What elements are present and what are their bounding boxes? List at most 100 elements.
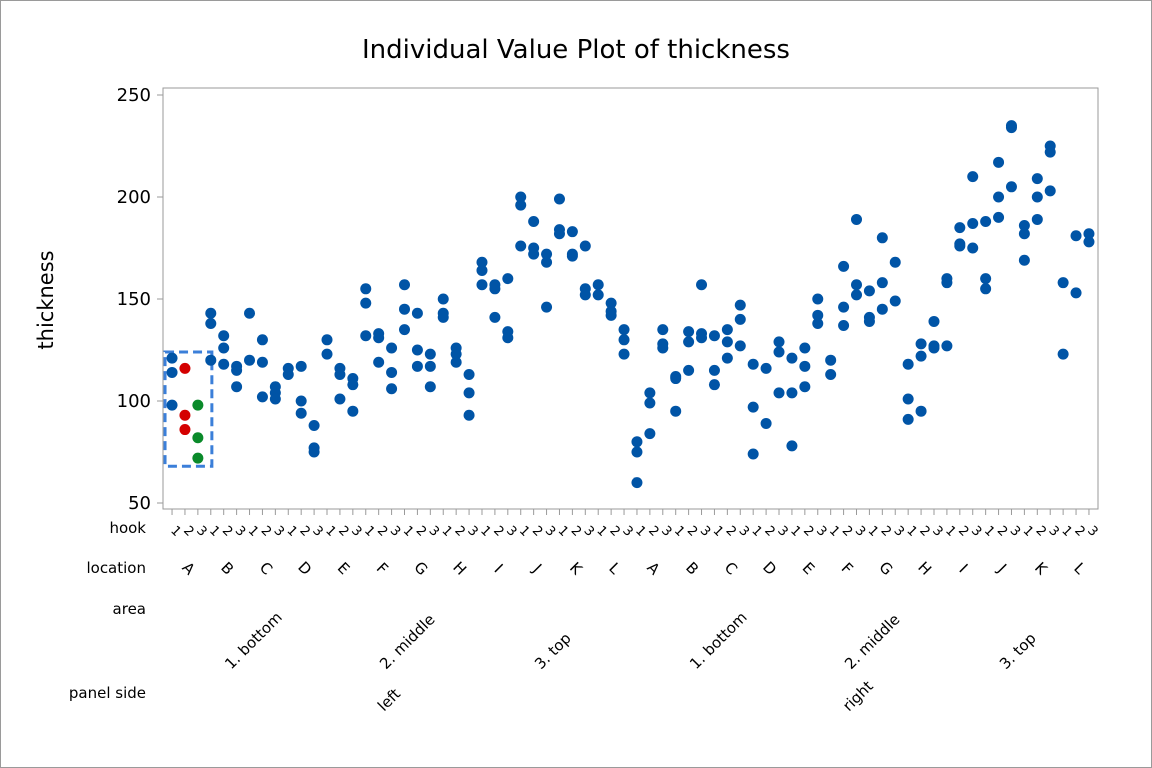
data-point [683,326,695,338]
location-tick-label: L [1070,559,1089,578]
data-point [579,289,591,301]
data-point [1018,220,1030,232]
data-point [515,199,527,211]
data-point [192,432,204,444]
data-point [463,368,475,380]
location-tick-label: B [217,558,237,578]
data-point [476,256,488,268]
data-point [205,354,217,366]
area-tick-label: 1. bottom [686,608,751,673]
data-point [812,317,824,329]
data-point [773,346,785,358]
data-point [256,356,268,368]
data-point [321,348,333,360]
data-point [347,379,359,391]
data-point [670,373,682,385]
data-point [411,360,423,372]
data-point [360,283,372,295]
row-label-hook: hook [109,519,146,537]
location-tick-label: E [334,559,353,578]
plot-area [162,87,1099,510]
highlight-box-outline [163,350,214,468]
data-point [1083,236,1095,248]
data-point [734,299,746,311]
data-point [644,428,656,440]
data-point [967,218,979,230]
data-point [747,358,759,370]
data-point [863,315,875,327]
area-tick-label: 3. top [531,629,575,673]
data-point [721,352,733,364]
data-point [631,477,643,489]
data-point [773,387,785,399]
y-axis: 50 100 150 200 250 [117,85,163,514]
data-point [967,171,979,183]
data-point [786,352,798,364]
data-point [1005,181,1017,193]
data-point [993,156,1005,168]
data-point [566,250,578,262]
data-point [192,452,204,464]
hook-tick-label: 3 [1084,523,1100,539]
data-point [708,364,720,376]
data-point [437,293,449,305]
data-point [902,413,914,425]
data-point [915,338,927,350]
data-point [657,324,669,336]
data-point [541,301,553,313]
data-point [605,297,617,309]
data-point [373,332,385,344]
location-tick-label: A [178,558,199,579]
data-point [166,352,178,364]
location-tick-label: A [643,558,664,579]
data-point [928,315,940,327]
data-point [1057,348,1069,360]
data-point [360,330,372,342]
y-tick-label: 100 [117,391,151,412]
area-tick-label: 3. top [996,629,1040,673]
data-point [398,303,410,315]
data-point [1031,213,1043,225]
data-point [218,330,230,342]
data-point [424,348,436,360]
data-point [515,240,527,252]
data-point [812,293,824,305]
data-point [915,350,927,362]
data-point [192,399,204,411]
data-point [360,297,372,309]
y-tick-label: 150 [117,289,151,310]
data-point [683,364,695,376]
data-point [592,279,604,291]
data-point [915,405,927,417]
data-point [1070,230,1082,242]
data-point [386,383,398,395]
data-point [476,279,488,291]
y-tick-label: 50 [128,493,151,514]
data-point [541,248,553,260]
location-tick-label: L [605,559,624,578]
y-tick-label: 200 [117,187,151,208]
data-point [179,409,191,421]
data-point [1044,146,1056,158]
data-point [476,264,488,276]
data-point [851,213,863,225]
data-point [347,405,359,417]
data-point [670,405,682,417]
data-point [967,242,979,254]
location-tick-label: D [294,558,315,579]
data-point [902,358,914,370]
data-point [618,324,630,336]
data-point [231,381,243,393]
data-point [1083,228,1095,240]
data-point [799,342,811,354]
data-point [205,307,217,319]
location-tick-label: I [491,561,507,577]
data-point [696,279,708,291]
data-point [851,289,863,301]
data-point [851,279,863,291]
data-point [179,424,191,436]
data-point [980,283,992,295]
row-label-area: area [113,600,146,618]
data-point [876,232,888,244]
data-point [308,419,320,431]
